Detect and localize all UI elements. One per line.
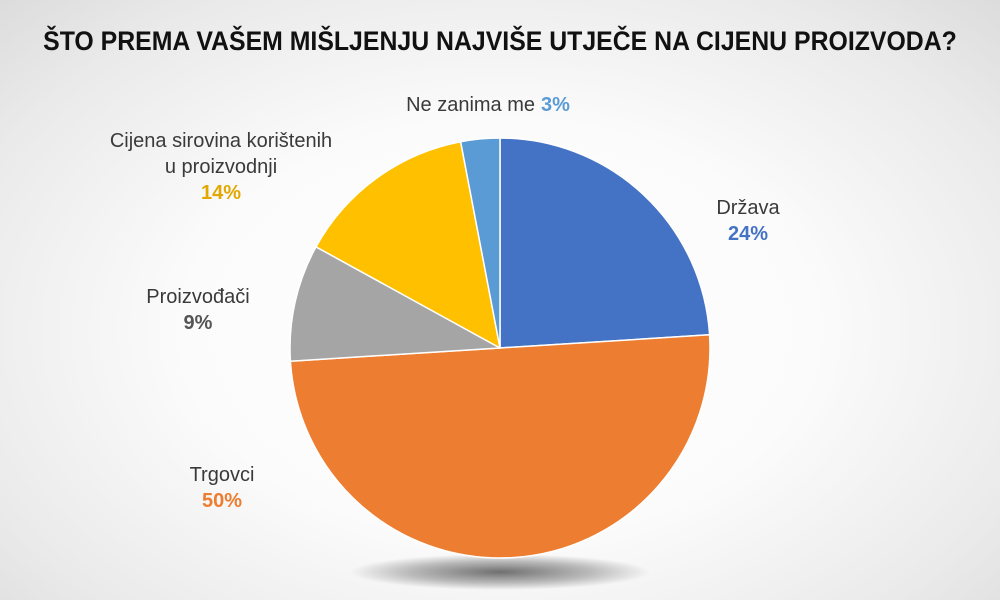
label-ne-zanima-me-text: Ne zanima me [406,94,536,116]
label-proizvodaci: Proizvođači 9% [146,284,249,336]
slice-proizvodaci [289,246,501,362]
label-cijena-sirovina-pct: 14% [200,182,242,204]
label-drzava-pct: 24% [727,223,769,245]
label-ne-zanima-me-pct: 3% [541,94,570,116]
slice-trgovci [289,334,711,559]
slice-cijena-sirovina [315,140,501,349]
label-ne-zanima-me: Ne zanima me 3% [406,92,570,118]
label-drzava-text: Država [716,197,780,219]
label-cijena-sirovina-line2: u proizvodnji [164,156,278,178]
label-proizvodaci-pct: 9% [183,312,213,334]
chart-title: ŠTO PREMA VAŠEM MIŠLJENJU NAJVIŠE UTJEČE… [43,26,957,56]
slice-ne-zanima-me [459,137,501,349]
slice-drzava [499,137,711,349]
label-trgovci-text: Trgovci [189,464,255,486]
label-drzava: Država 24% [716,195,779,247]
label-proizvodaci-text: Proizvođači [146,286,250,308]
label-trgovci: Trgovci 50% [190,462,255,514]
label-cijena-sirovina: Cijena sirovina korištenih u proizvodnji… [110,128,332,206]
pie-shadow [350,554,650,590]
label-cijena-sirovina-line1: Cijena sirovina korištenih [109,130,333,152]
label-trgovci-pct: 50% [201,490,243,512]
